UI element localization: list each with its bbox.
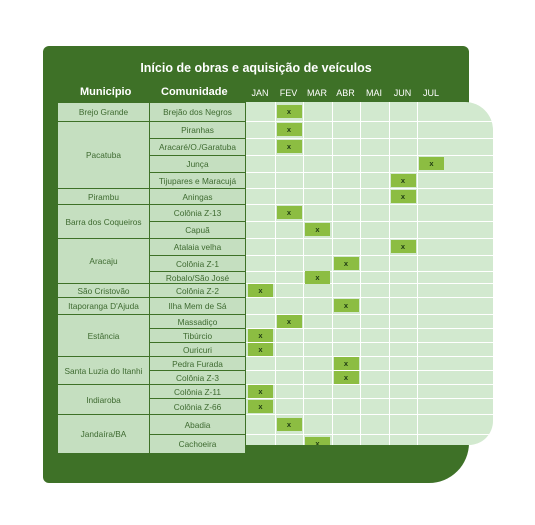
month-header: JAN bbox=[251, 88, 269, 98]
schedule-mark: x bbox=[248, 283, 273, 297]
schedule-mark: x bbox=[248, 399, 273, 413]
comunidade-cell: Aracaré/O./Garatuba bbox=[150, 139, 245, 155]
comunidade-cell: Massadiço bbox=[150, 315, 245, 328]
comunidade-cell: Piranhas bbox=[150, 122, 245, 138]
schedule-mark: x bbox=[333, 256, 359, 270]
grid-row-line bbox=[246, 188, 493, 189]
comunidade-column-header: Comunidade bbox=[161, 86, 228, 98]
schedule-mark: x bbox=[248, 384, 273, 398]
grid-row-line bbox=[246, 398, 493, 399]
grid-row-line bbox=[246, 314, 493, 315]
grid-row-line bbox=[246, 204, 493, 205]
grid-col-line bbox=[417, 102, 418, 445]
comunidade-cell: Capuã bbox=[150, 222, 245, 238]
schedule-mark: x bbox=[390, 189, 416, 203]
schedule-mark: x bbox=[333, 299, 359, 312]
comunidade-cell: Tibúrcio bbox=[150, 329, 245, 342]
comunidade-cell: Atalaia velha bbox=[150, 239, 245, 255]
municipio-cell: Santa Luzia do Itanhi bbox=[58, 357, 149, 384]
month-header: FEV bbox=[279, 88, 298, 98]
schedule-mark: x bbox=[390, 240, 416, 253]
month-header: MAI bbox=[365, 88, 382, 98]
grid-row-line bbox=[246, 221, 493, 222]
comunidade-cell: Aningas bbox=[150, 189, 245, 204]
grid-row-line bbox=[246, 121, 493, 122]
grid-row-line bbox=[246, 238, 493, 239]
grid-col-line bbox=[303, 102, 304, 445]
schedule-mark: x bbox=[276, 123, 302, 136]
schedule-mark: x bbox=[305, 223, 330, 236]
month-header: JUL bbox=[422, 88, 439, 98]
municipio-cell: Itaporanga D'Ajuda bbox=[58, 298, 149, 314]
schedule-mark: x bbox=[305, 270, 330, 284]
page-title: Início de obras e aquisição de veículos bbox=[140, 61, 372, 75]
municipio-cell: Pacatuba bbox=[58, 122, 149, 188]
schedule-mark: x bbox=[276, 314, 302, 328]
grid-row-line bbox=[246, 328, 493, 329]
municipio-cell: Aracaju bbox=[58, 239, 149, 283]
municipio-cell: São Cristovão bbox=[58, 284, 149, 297]
comunidade-cell: Ilha Mem de Sá bbox=[150, 298, 245, 314]
schedule-mark: x bbox=[276, 105, 302, 118]
grid-col-line bbox=[360, 102, 361, 445]
schedule-mark: x bbox=[390, 173, 416, 187]
schedule-mark: x bbox=[333, 370, 359, 384]
comunidade-cell: Abadia bbox=[150, 415, 245, 434]
schedule-mark: x bbox=[276, 140, 302, 153]
grid-row-line bbox=[246, 342, 493, 343]
month-header: MAR bbox=[307, 88, 327, 98]
grid-col-line bbox=[388, 102, 390, 445]
comunidade-cell: Junça bbox=[150, 156, 245, 172]
comunidade-cell: Cachoeira bbox=[150, 435, 245, 453]
schedule-mark: x bbox=[276, 417, 302, 431]
grid-row-line bbox=[246, 414, 493, 415]
comunidade-cell: Colônia Z-11 bbox=[150, 385, 245, 398]
schedule-mark: x bbox=[248, 342, 273, 356]
municipio-cell: Estância bbox=[58, 315, 149, 356]
grid-row-line bbox=[246, 370, 493, 371]
grid-row-line bbox=[246, 172, 493, 173]
grid-row-line bbox=[246, 283, 493, 284]
grid-col-line bbox=[274, 102, 276, 445]
comunidade-cell: Robalo/São José bbox=[150, 272, 245, 283]
month-header: JUN bbox=[393, 88, 412, 98]
grid-row-line bbox=[246, 356, 493, 357]
grid-row-line bbox=[246, 384, 493, 385]
comunidade-cell: Ouricuri bbox=[150, 343, 245, 356]
municipio-cell: Pirambu bbox=[58, 189, 149, 204]
municipio-column-header: Município bbox=[80, 86, 132, 98]
grid-row-line bbox=[246, 138, 493, 139]
grid-col-line bbox=[331, 102, 333, 445]
schedule-mark: x bbox=[248, 328, 273, 342]
schedule-mark: x bbox=[276, 206, 302, 219]
comunidade-cell: Colônia Z-1 bbox=[150, 256, 245, 271]
comunidade-cell: Colônia Z-13 bbox=[150, 205, 245, 221]
schedule-mark: x bbox=[333, 356, 359, 370]
grid-row-line bbox=[246, 434, 493, 435]
grid-row-line bbox=[246, 271, 493, 272]
month-header: ABR bbox=[336, 88, 355, 98]
municipio-cell: Indiaroba bbox=[58, 385, 149, 414]
grid-row-line bbox=[246, 255, 493, 256]
municipio-cell: Brejo Grande bbox=[58, 103, 149, 121]
schedule-mark: x bbox=[305, 437, 330, 445]
comunidade-cell: Colônia Z-3 bbox=[150, 371, 245, 384]
schedule-mark: x bbox=[419, 157, 444, 170]
grid-row-line bbox=[246, 297, 493, 298]
municipio-cell: Jandaíra/BA bbox=[58, 415, 149, 453]
comunidade-cell: Colônia Z-66 bbox=[150, 399, 245, 414]
grid-row-line bbox=[246, 155, 493, 156]
comunidade-cell: Brejão dos Negros bbox=[150, 103, 245, 121]
comunidade-cell: Pedra Furada bbox=[150, 357, 245, 370]
comunidade-cell: Tijupares e Maracujá bbox=[150, 173, 245, 188]
comunidade-cell: Colônia Z-2 bbox=[150, 284, 245, 297]
municipio-cell: Barra dos Coqueiros bbox=[58, 205, 149, 238]
